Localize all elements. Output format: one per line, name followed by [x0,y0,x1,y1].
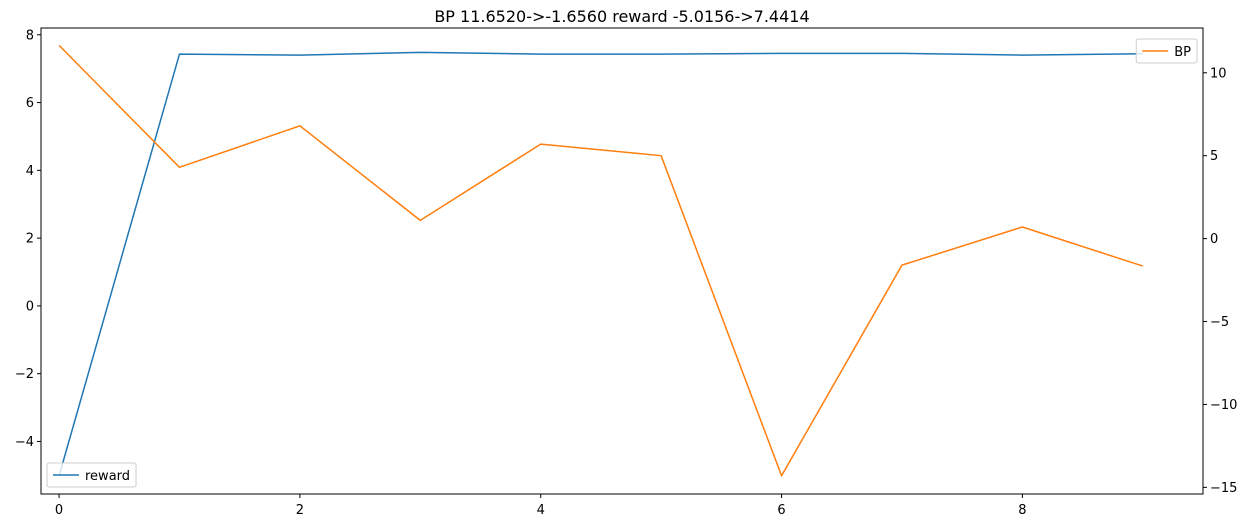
x-tick-label: 2 [296,503,304,518]
right-y-tick-label: 5 [1210,149,1218,164]
axes: 0 2 4 6 8 8 6 4 2 0 −2 −4 10 5 0 −5 −10 −15 [15,28,1238,518]
plot-area [41,28,1203,494]
left-y-tick-label: 0 [26,299,34,314]
right-y-tick-label: −10 [1210,398,1237,413]
legend-bp-label: BP [1174,45,1191,60]
legend-bp: BP [1135,38,1198,64]
right-y-tick-label: 0 [1210,232,1218,247]
left-y-tick-label: −2 [15,367,34,382]
legend-reward-box [46,462,137,488]
chart-title: BP 11.6520->-1.6560 reward -5.0156->7.44… [434,7,809,26]
legend-reward-label: reward [85,469,130,484]
series-line-reward [58,51,1143,477]
right-y-tick-label: −5 [1210,315,1229,330]
right-y-tick-label: 10 [1210,66,1227,81]
left-y-tick-label: 6 [26,96,34,111]
x-tick-label: 4 [537,503,545,518]
x-tick-label: 0 [55,503,63,518]
left-y-tick-label: 8 [26,28,34,43]
left-y-tick-label: 4 [26,164,34,179]
series-line-bp [58,44,1144,477]
x-tick-label: 6 [777,503,785,518]
left-y-tick-label: −4 [15,435,34,450]
right-y-tick-label: −15 [1210,481,1237,496]
series-lines [58,44,1144,477]
plot-frame [40,27,1204,495]
legend-reward: reward [46,462,137,488]
left-y-tick-label: 2 [26,232,34,247]
x-tick-label: 8 [1018,503,1026,518]
